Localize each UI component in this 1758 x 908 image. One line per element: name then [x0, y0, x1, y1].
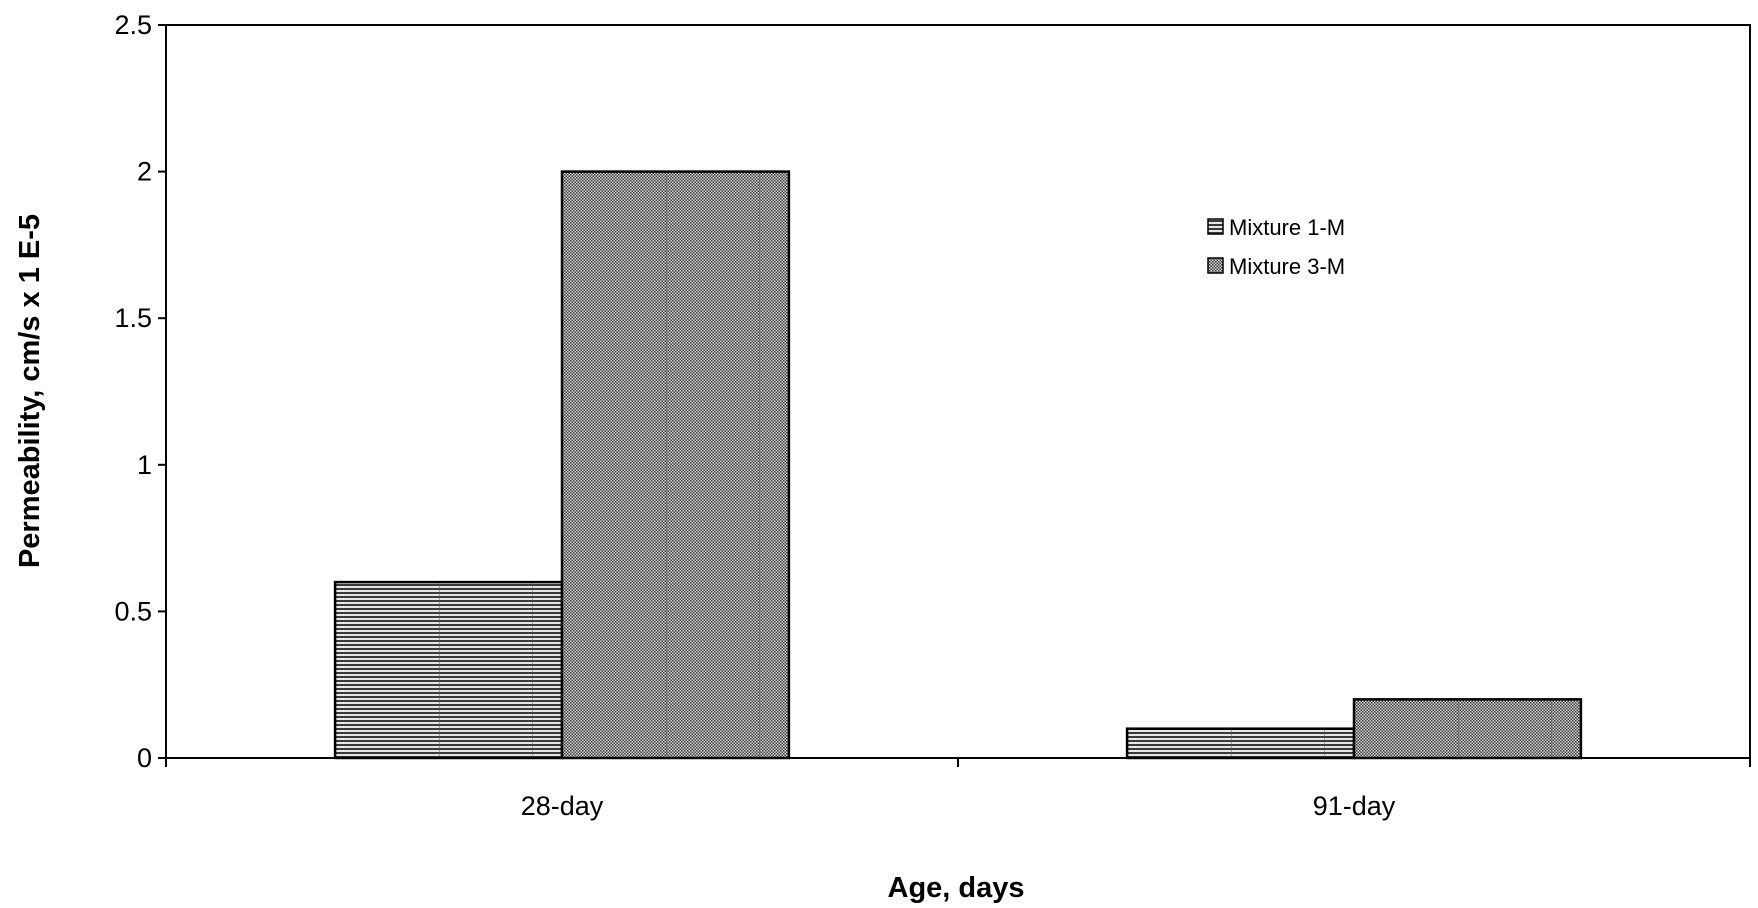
y-tick-label: 0: [137, 743, 152, 773]
y-axis-ticks: 0 0.5 1 1.5 2 2.5: [114, 10, 166, 773]
bar-mixture-3-m-28-day: [560, 170, 791, 760]
legend-label-mixture-1-m: Mixture 1-M: [1229, 215, 1345, 240]
y-tick-label: 1.5: [114, 303, 152, 333]
legend-swatch-mixture-3-m: [1207, 257, 1224, 274]
bar-mixture-1-m-28-day: [333, 580, 564, 760]
y-tick-label: 1: [137, 450, 152, 480]
legend-swatch-mixture-1-m: [1207, 218, 1224, 235]
y-tick-label: 0.5: [114, 596, 152, 626]
bars: [333, 170, 1583, 760]
x-tick-label: 91-day: [1313, 791, 1396, 821]
bar-mixture-3-m-91-day: [1352, 698, 1583, 760]
x-axis-title: Age, days: [888, 872, 1025, 904]
y-tick-label: 2: [137, 157, 152, 187]
y-tick-label: 2.5: [114, 10, 152, 40]
legend: Mixture 1-M Mixture 3-M: [1207, 215, 1345, 279]
y-axis-title: Permeability, cm/s x 1 E-5: [14, 214, 46, 568]
x-axis-ticks: 28-day 91-day: [165, 758, 1751, 821]
legend-label-mixture-3-m: Mixture 3-M: [1229, 254, 1345, 279]
bar-mixture-1-m-91-day: [1125, 727, 1356, 760]
x-tick-label: 28-day: [521, 791, 604, 821]
